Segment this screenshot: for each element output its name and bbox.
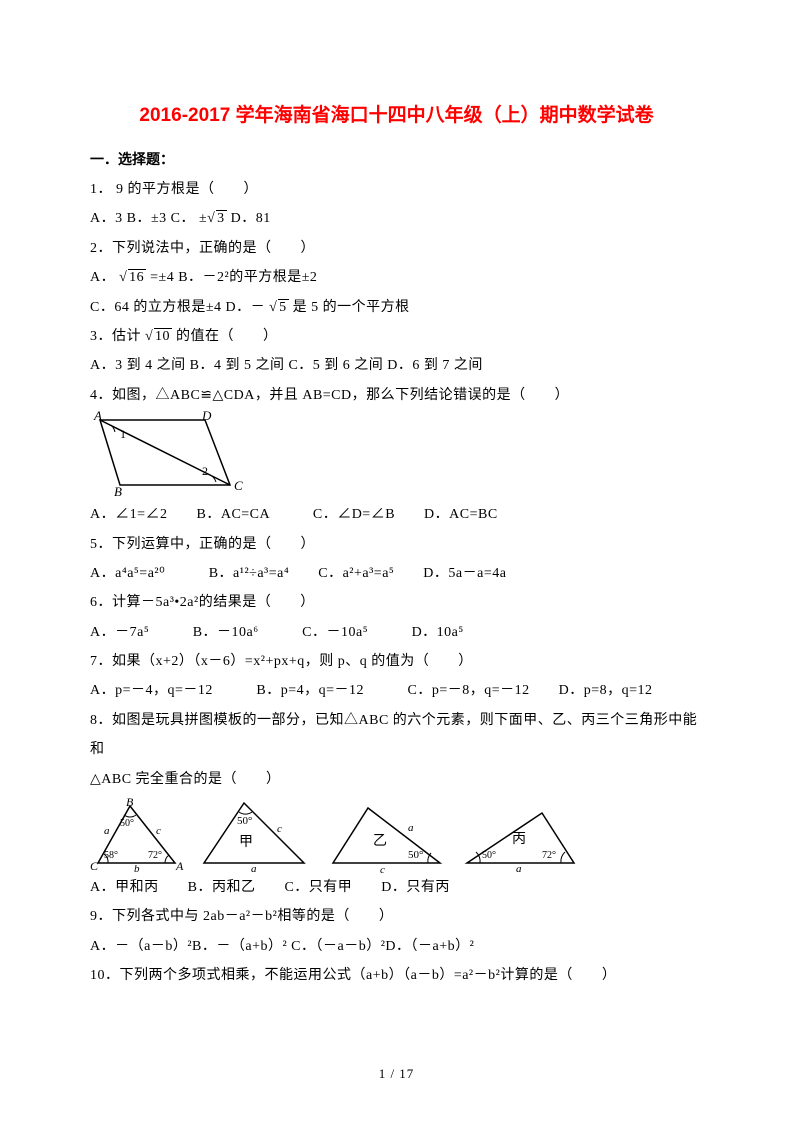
- q2-stem: 2．下列说法中，正确的是（ ）: [90, 234, 703, 263]
- svg-text:1: 1: [120, 427, 126, 441]
- svg-text:C: C: [234, 478, 243, 493]
- svg-text:A: A: [175, 859, 184, 873]
- q5-stem: 5．下列运算中，正确的是（ ）: [90, 530, 703, 559]
- q4-stem: 4．如图，△ABC≌△CDA，并且 AB=CD，那么下列结论错误的是（ ）: [90, 381, 703, 410]
- svg-text:丙: 丙: [512, 832, 526, 847]
- sqrt-3: 3: [216, 210, 227, 226]
- svg-text:A: A: [93, 410, 102, 423]
- q1-opt-d: D．81: [231, 211, 271, 226]
- svg-text:72°: 72°: [542, 850, 556, 861]
- q8-figure-row: B C A a c b 50° 58° 72° 50° c a 甲 50° a …: [90, 798, 703, 873]
- q3-stem: 3．估计 10 的值在（ ）: [90, 322, 703, 351]
- q5-options: A．a⁴a⁵=a²⁰ B．a¹²÷a³=a⁴ C．a²+a³=a⁵ D．5a－a…: [90, 559, 703, 588]
- q2-opt-ab: A． 16 =±4 B．－2²的平方根是±2: [90, 263, 703, 292]
- svg-text:c: c: [380, 864, 385, 873]
- svg-text:乙: 乙: [373, 833, 387, 849]
- sqrt-5: 5: [278, 299, 289, 315]
- fig-bing: 50° 72° a 丙: [462, 808, 582, 873]
- svg-text:B: B: [114, 484, 122, 499]
- q6-options: A．－7a⁵ B．－10a⁶ C．－10a⁵ D．10a⁵: [90, 618, 703, 647]
- svg-text:B: B: [126, 798, 134, 809]
- q4-options: A．∠1=∠2 B．AC=CA C．∠D=∠B D．AC=BC: [90, 500, 703, 529]
- q2-c-rest: 是 5 的一个平方根: [293, 300, 410, 315]
- q2-a-rest: =±4 B．－2²的平方根是±2: [150, 270, 317, 285]
- q7-stem: 7．如果（x+2）（x－6）=x²+px+q，则 p、q 的值为（ ）: [90, 647, 703, 676]
- fig-abc: B C A a c b 50° 58° 72°: [90, 798, 185, 873]
- q1-opt-ab: A．3 B．±3 C．: [90, 211, 195, 226]
- svg-text:甲: 甲: [239, 835, 253, 850]
- q8-stem-2: △ABC 完全重合的是（ ）: [90, 765, 703, 794]
- q8-options: A．甲和丙 B．丙和乙 C．只有甲 D．只有丙: [90, 873, 703, 902]
- svg-text:2: 2: [202, 464, 208, 478]
- q1-stem: 1． 9 的平方根是（ ）: [90, 175, 703, 204]
- fig-jia: 50° c a 甲: [199, 798, 314, 873]
- q9-stem: 9．下列各式中与 2ab－a²－b²相等的是（ ）: [90, 902, 703, 931]
- q8-stem-1: 8．如图是玩具拼图模板的一部分，已知△ABC 的六个元素，则下面甲、乙、丙三个三…: [90, 706, 703, 765]
- svg-text:a: a: [516, 863, 522, 873]
- svg-text:50°: 50°: [237, 815, 252, 827]
- svg-text:50°: 50°: [120, 818, 134, 829]
- q10-stem: 10．下列两个多项式相乘，不能运用公式（a+b）（a－b）=a²－b²计算的是（…: [90, 961, 703, 990]
- q3-prefix: 3．估计: [90, 329, 141, 344]
- q2-opt-cd: C．64 的立方根是±4 D．－ 5 是 5 的一个平方根: [90, 293, 703, 322]
- q1-options: A．3 B．±3 C． ±3 D．81: [90, 204, 703, 233]
- svg-text:72°: 72°: [148, 850, 162, 861]
- fig-yi: 50° a c 乙: [328, 803, 448, 873]
- svg-text:C: C: [90, 859, 99, 873]
- section-heading: 一．选择题：: [90, 149, 703, 169]
- svg-text:D: D: [201, 410, 212, 423]
- q3-suffix: 的值在（ ）: [176, 329, 278, 344]
- q3-options: A．3 到 4 之间 B．4 到 5 之间 C．5 到 6 之间 D．6 到 7…: [90, 351, 703, 380]
- svg-text:50°: 50°: [482, 850, 496, 861]
- svg-text:a: a: [251, 863, 257, 873]
- q6-stem: 6．计算－5a³•2a²的结果是（ ）: [90, 588, 703, 617]
- q7-options: A．p=－4，q=－12 B．p=4，q=－12 C．p=－8，q=－12 D．…: [90, 676, 703, 705]
- svg-text:58°: 58°: [104, 850, 118, 861]
- q9-options: A．－（a－b）²B．－（a+b）² C．（－a－b）²D．（－a+b）²: [90, 932, 703, 961]
- q2-a-prefix: A．: [90, 270, 115, 285]
- svg-text:b: b: [134, 863, 140, 873]
- sqrt-16: 16: [128, 269, 146, 285]
- q2-c-prefix: C．64 的立方根是±4 D．－: [90, 300, 265, 315]
- svg-text:c: c: [156, 825, 161, 837]
- svg-text:c: c: [277, 823, 282, 835]
- svg-text:a: a: [408, 822, 414, 834]
- svg-text:50°: 50°: [408, 849, 423, 861]
- page-title: 2016-2017 学年海南省海口十四中八年级（上）期中数学试卷: [90, 100, 703, 127]
- q4-figure: A D B C 1 2: [90, 410, 250, 500]
- page-number: 1 / 17: [0, 1066, 793, 1082]
- sqrt-10: 10: [154, 328, 172, 344]
- svg-text:a: a: [104, 825, 110, 837]
